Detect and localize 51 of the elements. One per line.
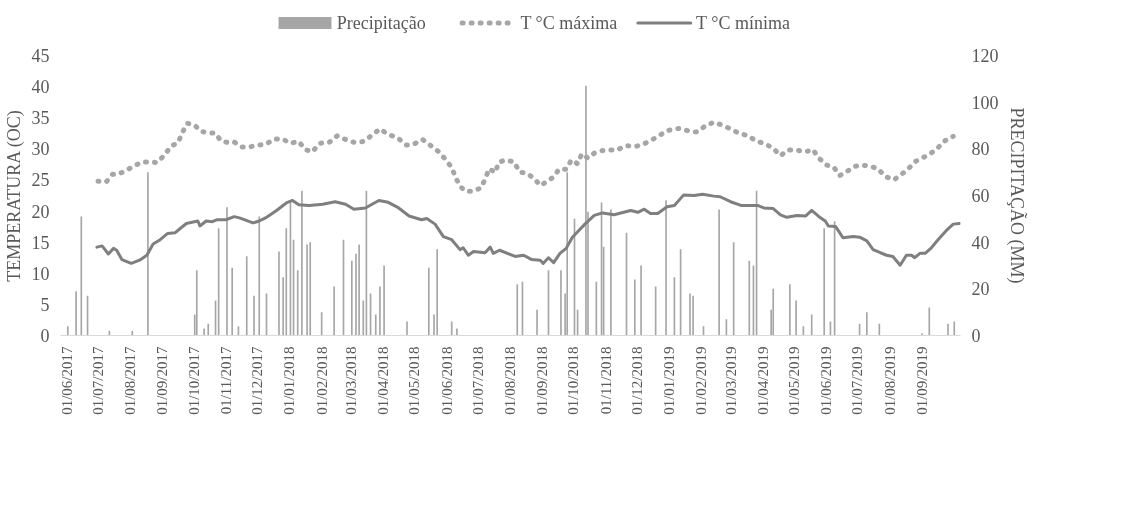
x-tick-label: 01/06/2018 xyxy=(438,346,455,415)
x-tick-label: 01/11/2017 xyxy=(217,346,234,415)
y-tick-label: 10 xyxy=(31,263,50,284)
x-tick-label: 01/08/2019 xyxy=(881,346,898,415)
y-tick-label: 0 xyxy=(40,326,50,346)
x-tick-label: 01/02/2019 xyxy=(693,346,710,415)
legend-label: T °C máxima xyxy=(520,13,618,33)
y-tick-label: 20 xyxy=(31,201,50,222)
x-tick-label: 01/02/2018 xyxy=(313,346,330,415)
y-tick-label: 5 xyxy=(40,294,50,315)
x-tick-label: 01/10/2017 xyxy=(185,346,202,415)
x-tick-label: 01/04/2019 xyxy=(754,346,771,415)
x-tick-label: 01/12/2018 xyxy=(628,346,645,415)
y-axis-title: TEMPERATURA (OC) xyxy=(3,110,25,282)
y-tick-label: 40 xyxy=(31,77,50,98)
y2-tick-label: 80 xyxy=(971,139,990,160)
x-tick-label: 01/09/2018 xyxy=(534,346,551,415)
y-tick-label: 25 xyxy=(31,170,50,191)
y2-tick-label: 60 xyxy=(971,186,990,206)
x-tick-label: 01/08/2018 xyxy=(501,346,518,415)
line-series xyxy=(95,192,961,267)
x-tick-label: 01/06/2017 xyxy=(58,346,75,415)
y2-axis-title: PRECIPITAÇÃO (MM) xyxy=(1005,107,1028,284)
y2-tick-label: 20 xyxy=(971,279,990,300)
x-tick-label: 01/01/2019 xyxy=(661,346,678,415)
x-tick-label: 01/04/2018 xyxy=(375,346,392,415)
legend-label: Precipitação xyxy=(336,13,426,33)
x-tick-label: 01/05/2019 xyxy=(786,346,803,415)
x-tick-label: 01/07/2019 xyxy=(849,346,866,415)
x-tick-label: 01/01/2018 xyxy=(281,346,298,415)
x-tick-label: 01/06/2019 xyxy=(818,346,835,415)
y-tick-label: 35 xyxy=(31,108,50,129)
x-tick-label: 01/12/2017 xyxy=(249,346,266,415)
x-tick-label: 01/10/2018 xyxy=(565,346,582,415)
y2-tick-label: 0 xyxy=(971,326,981,346)
x-tick-label: 01/11/2018 xyxy=(597,346,614,415)
x-tick-label: 01/03/2018 xyxy=(342,346,359,415)
y2-tick-label: 120 xyxy=(971,46,999,66)
x-tick-label: 01/03/2019 xyxy=(722,346,739,415)
y-tick-label: 45 xyxy=(31,46,50,66)
x-tick-label: 01/08/2017 xyxy=(122,346,139,415)
x-tick-label: 01/07/2018 xyxy=(469,346,486,415)
x-tick-label: 01/07/2017 xyxy=(89,346,106,415)
legend-label: T °C mínima xyxy=(696,13,790,33)
x-tick-label: 01/05/2018 xyxy=(406,346,423,415)
y2-tick-label: 40 xyxy=(971,232,990,253)
x-tick-label: 01/09/2017 xyxy=(154,346,171,415)
y2-tick-label: 100 xyxy=(971,92,999,113)
y-tick-label: 30 xyxy=(31,139,50,160)
x-tick-label: 01/09/2019 xyxy=(914,346,930,415)
y-tick-label: 15 xyxy=(31,232,50,253)
